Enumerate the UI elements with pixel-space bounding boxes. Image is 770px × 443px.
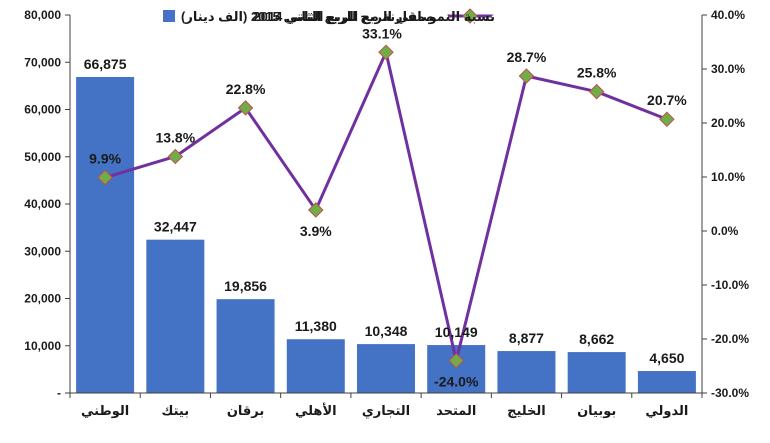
- right-axis-tick-label: 30.0%: [711, 62, 745, 76]
- left-axis-tick-label: 30,000: [24, 244, 61, 258]
- line-point: [588, 83, 605, 100]
- bar: [497, 351, 556, 393]
- bar: [76, 77, 135, 393]
- bar: [286, 339, 345, 393]
- category-label: بيتك: [162, 403, 190, 418]
- line-data-label: 20.7%: [647, 92, 687, 108]
- bar-data-label: 66,875: [84, 56, 127, 72]
- legend-bar-swatch: [163, 10, 175, 22]
- bar-series: [76, 77, 696, 393]
- line-point: [659, 111, 675, 127]
- legend-line-marker: [462, 8, 478, 24]
- line-data-labels: 9.9% 13.8% 22.8% 3.9% 33.1% -24.0% 28.7% 25.8% 2…: [89, 25, 687, 389]
- line-point: [237, 100, 254, 116]
- right-axis-tick-label: 0.0%: [711, 224, 739, 238]
- line-data-label: 22.8%: [226, 81, 266, 97]
- category-label: الوطني: [81, 403, 129, 418]
- category-label: المتحد: [436, 403, 476, 418]
- right-axis-tick-label: -30.0%: [711, 386, 749, 400]
- category-label: الدولي: [645, 403, 688, 418]
- category-label: بوبيان: [577, 403, 616, 418]
- bar: [567, 352, 626, 393]
- line-data-label: 9.9%: [89, 151, 121, 167]
- bar-data-label: 8,877: [509, 330, 544, 346]
- legend-line-label: نسبة النمو مقارنة مع الربع الثاني 2014: [253, 9, 495, 24]
- bar-data-label: 10,348: [365, 323, 408, 339]
- left-axis-tick-label: 20,000: [24, 292, 61, 306]
- left-axis-tick-label: 70,000: [24, 55, 61, 69]
- line-data-label: 28.7%: [507, 49, 547, 65]
- x-axis: الوطني بيتك برقان الأهلي التجاري المتحد الخليج…: [69, 392, 703, 418]
- line-point: [378, 44, 394, 61]
- bar-data-label: 10,149: [435, 324, 478, 340]
- line-data-label: -24.0%: [434, 374, 479, 390]
- left-axis-tick-label: 50,000: [24, 150, 61, 164]
- legend-bar-label: صافي الربح للربع الثاني 2015 (الف دينار): [181, 9, 435, 24]
- line-point: [97, 169, 113, 186]
- bar: [637, 371, 696, 393]
- bar-data-label: 4,650: [649, 350, 684, 366]
- line-data-label: 3.9%: [300, 223, 332, 239]
- legend-line: نسبة النمو مقارنة مع الربع الثاني 2014: [253, 8, 495, 24]
- left-axis: - 10,000 20,000 30,000 40,000 50,000 60,000 70,…: [24, 8, 71, 400]
- line-point: [167, 148, 184, 165]
- left-axis-tick-label: 80,000: [24, 8, 61, 22]
- line-data-label: 13.8%: [155, 129, 195, 145]
- left-axis-tick-label: 40,000: [24, 197, 61, 211]
- category-label: التجاري: [362, 403, 410, 418]
- line-data-label: 25.8%: [577, 65, 617, 81]
- bar: [357, 344, 415, 393]
- left-axis-tick-label: 60,000: [24, 103, 61, 117]
- category-label: الخليج: [507, 403, 546, 418]
- line-point: [307, 202, 324, 218]
- bar: [216, 299, 275, 393]
- left-axis-tick-label: 10,000: [24, 339, 61, 353]
- legend: نسبة النمو مقارنة مع الربع الثاني 2014 ص…: [163, 8, 495, 24]
- category-label: الأهلي: [295, 402, 337, 418]
- line-point: [448, 352, 465, 369]
- legend-bar: صافي الربح للربع الثاني 2015 (الف دينار): [163, 9, 435, 24]
- right-axis-tick-label: 40.0%: [711, 8, 745, 22]
- right-axis-tick-label: 10.0%: [711, 170, 745, 184]
- right-axis-tick-label: -10.0%: [711, 278, 749, 292]
- line-series: [97, 44, 675, 369]
- bar-data-label: 19,856: [224, 278, 267, 294]
- category-label: برقان: [227, 403, 264, 418]
- right-axis-tick-label: -20.0%: [711, 332, 749, 346]
- bar-data-label: 32,447: [154, 219, 197, 235]
- right-axis-tick-label: 20.0%: [711, 116, 745, 130]
- bar-data-labels: 66,875 32,447 19,856 11,380 10,348 10,149 8,87…: [84, 56, 685, 366]
- bar-data-label: 8,662: [579, 331, 614, 347]
- left-axis-tick-label: -: [57, 386, 61, 400]
- bar-data-label: 11,380: [295, 318, 337, 334]
- line-data-label: 33.1%: [362, 25, 402, 41]
- line-point: [518, 68, 535, 84]
- right-axis: -30.0% -20.0% -10.0% 0.0% 10.0% 20.0% 30.0% 40.…: [701, 8, 749, 400]
- bar: [146, 239, 205, 393]
